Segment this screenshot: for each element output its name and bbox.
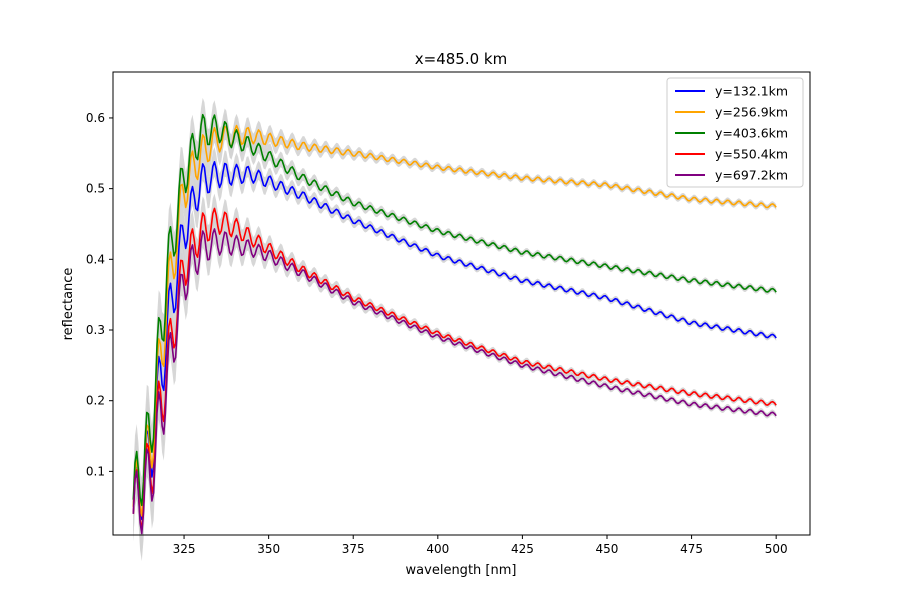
- x-tick-label: 425: [511, 542, 534, 556]
- y-tick-label: 0.6: [86, 111, 105, 125]
- x-tick-label: 350: [257, 542, 280, 556]
- x-tick-label: 375: [342, 542, 365, 556]
- y-tick-label: 0.3: [86, 323, 105, 337]
- x-tick-label: 325: [173, 542, 196, 556]
- legend-label-1: y=132.1km: [715, 84, 788, 99]
- legend-label-2: y=256.9km: [715, 105, 788, 120]
- series-lines: [132, 113, 777, 535]
- series-line-5: [132, 228, 777, 535]
- chart-title: x=485.0 km: [415, 50, 507, 68]
- legend-label-4: y=550.4km: [715, 147, 788, 162]
- plot-frame: [112, 71, 811, 536]
- y-axis-label: reflectance: [61, 268, 76, 341]
- x-tick-label: 400: [426, 542, 449, 556]
- legend-box: [666, 77, 804, 188]
- series-line-4: [132, 207, 777, 531]
- y-tick-label: 0.4: [86, 252, 105, 266]
- x-axis-label: wavelength [nm]: [406, 563, 517, 578]
- series-line-3: [132, 113, 777, 507]
- y-tick-label: 0.1: [86, 464, 105, 478]
- legend-label-3: y=403.6km: [715, 126, 788, 141]
- series-line-1: [132, 161, 777, 521]
- x-tick-label: 475: [680, 542, 703, 556]
- x-axis-ticks: 325 350 375 400 425 450 475 500: [173, 535, 788, 556]
- series-line-2: [132, 124, 777, 517]
- y-tick-label: 0.5: [86, 182, 105, 196]
- x-tick-label: 500: [765, 542, 788, 556]
- y-tick-label: 0.2: [86, 394, 105, 408]
- legend: y=132.1km y=256.9km y=403.6km y=550.4km y=69…: [666, 77, 804, 188]
- legend-label-5: y=697.2km: [715, 168, 788, 183]
- y-axis-ticks: 0.1 0.2 0.3 0.4 0.5 0.6: [86, 111, 113, 478]
- x-tick-label: 450: [596, 542, 619, 556]
